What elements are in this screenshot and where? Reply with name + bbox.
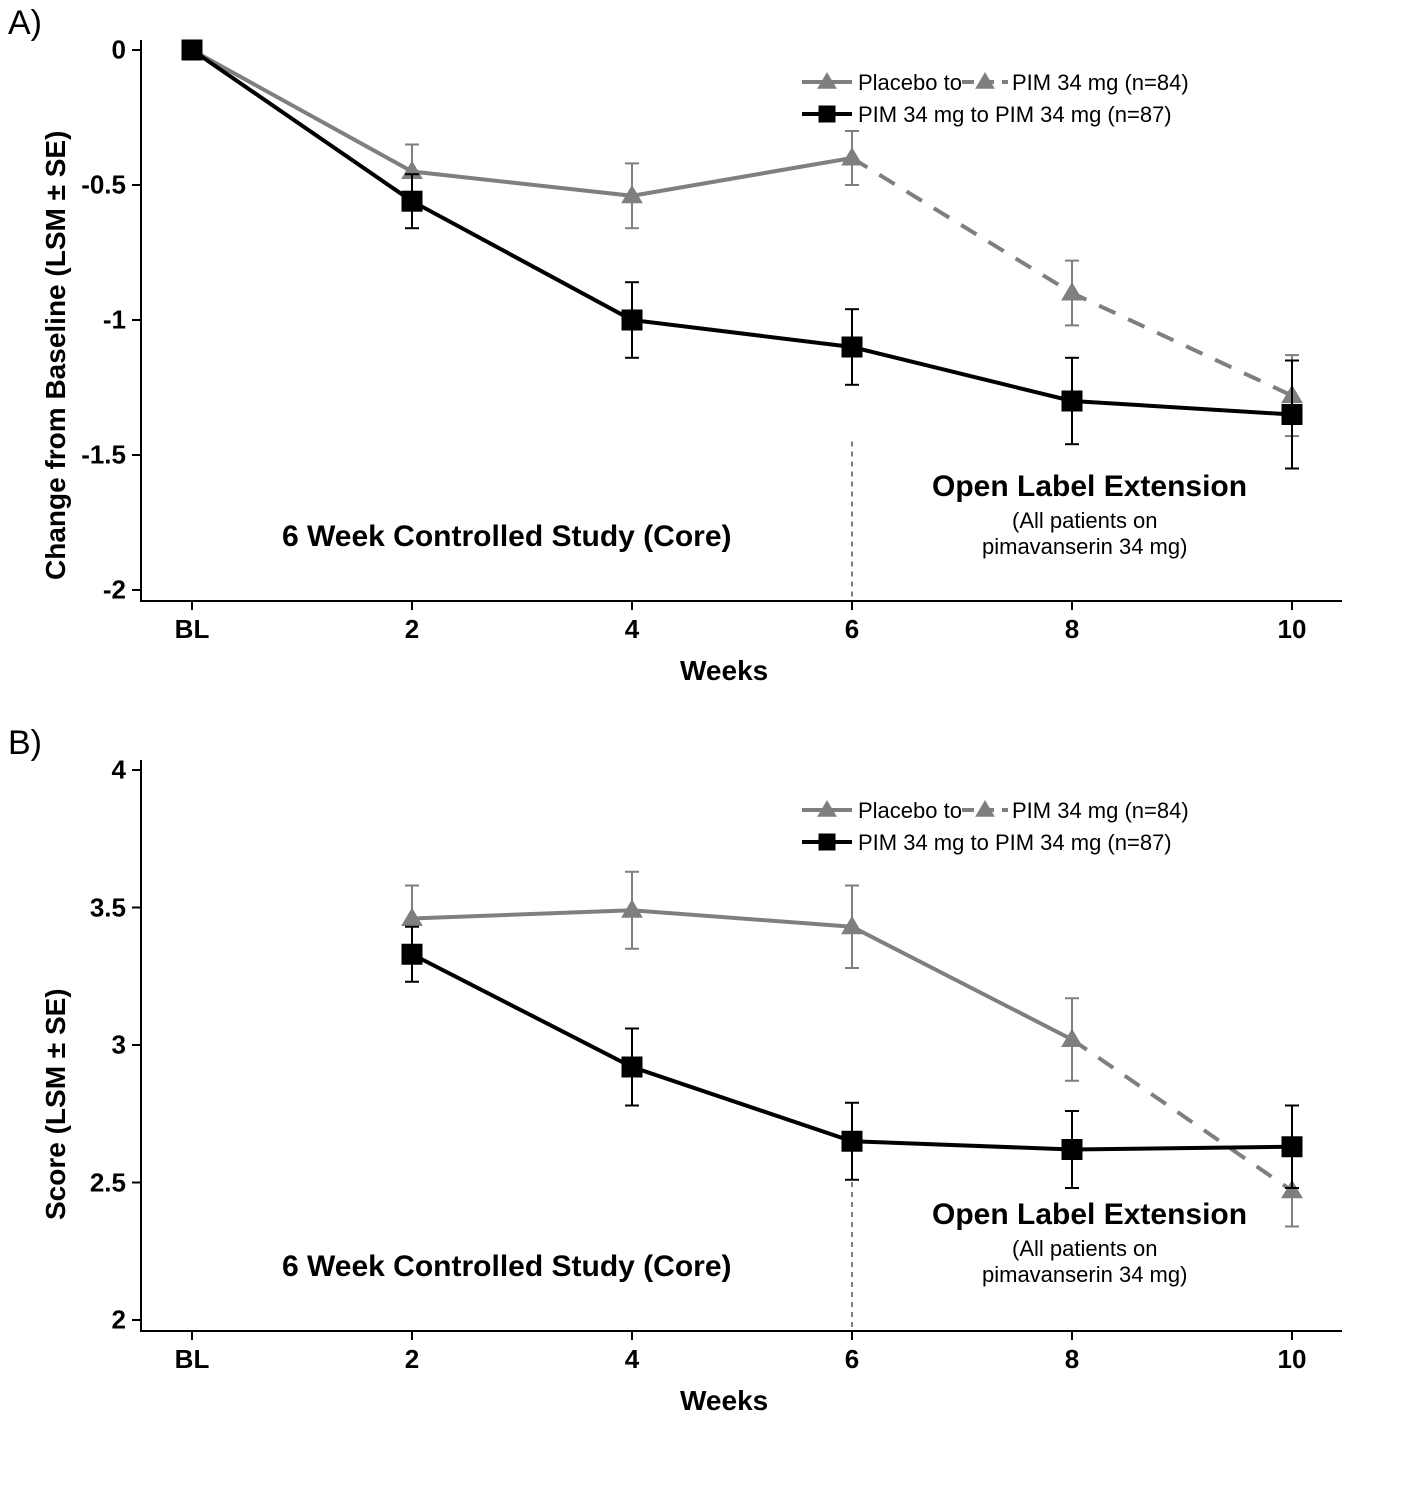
- ytick-label: -1: [46, 305, 126, 336]
- panel-a-xlabel: Weeks: [680, 655, 768, 687]
- xtick-label: 10: [1278, 614, 1307, 645]
- xtick-label: 4: [625, 614, 639, 645]
- legend-a-row1-pre: Placebo to: [858, 70, 962, 96]
- xtick-label: 6: [845, 1344, 859, 1375]
- xtick-label: 4: [625, 1344, 639, 1375]
- ytick-label: 4: [46, 755, 126, 786]
- xtick-label: 8: [1065, 1344, 1079, 1375]
- xtick-label: 10: [1278, 1344, 1307, 1375]
- legend-b-row2: PIM 34 mg to PIM 34 mg (n=87): [858, 830, 1172, 856]
- legend-b-row1-pre: Placebo to: [858, 798, 962, 824]
- xtick-label: 6: [845, 614, 859, 645]
- panel-b-xlabel: Weeks: [680, 1385, 768, 1417]
- phase-ole-sub2-b: pimavanserin 34 mg): [982, 1262, 1187, 1288]
- figure-container: A) Change from Baseline (LSM ± SE) 0-0.5…: [0, 0, 1425, 1500]
- ytick-label: -1.5: [46, 440, 126, 471]
- ytick-label: 0: [46, 35, 126, 66]
- phase-core-label-a: 6 Week Controlled Study (Core): [282, 520, 732, 554]
- ytick-label: 2: [46, 1305, 126, 1336]
- ytick-label: 3: [46, 1030, 126, 1061]
- xtick-label: 8: [1065, 614, 1079, 645]
- xtick-label: 2: [405, 614, 419, 645]
- ytick-label: 3.5: [46, 892, 126, 923]
- xtick-label: BL: [175, 614, 210, 645]
- panel-b-plot: 43.532.52 BL246810 6 Week Controlled Stu…: [140, 760, 1342, 1332]
- ytick-label: -2: [46, 575, 126, 606]
- phase-core-label-b: 6 Week Controlled Study (Core): [282, 1250, 732, 1284]
- ytick-label: -0.5: [46, 170, 126, 201]
- panel-a: A) Change from Baseline (LSM ± SE) 0-0.5…: [0, 0, 1425, 720]
- panel-b-label: B): [8, 724, 42, 763]
- phase-ole-sub1-b: (All patients on: [1012, 1236, 1158, 1262]
- ytick-label: 2.5: [46, 1167, 126, 1198]
- xtick-label: BL: [175, 1344, 210, 1375]
- legend-b-row1-post: PIM 34 mg (n=84): [1012, 798, 1189, 824]
- panel-b: B) Score (LSM ± SE) 43.532.52 BL246810 6…: [0, 720, 1425, 1500]
- legend-a-row1-post: PIM 34 mg (n=84): [1012, 70, 1189, 96]
- panel-a-plot: 0-0.5-1-1.5-2 BL246810 6 Week Controlled…: [140, 40, 1342, 602]
- phase-ole-title-a: Open Label Extension: [932, 470, 1247, 504]
- legend-a-row2: PIM 34 mg to PIM 34 mg (n=87): [858, 102, 1172, 128]
- phase-ole-sub2-a: pimavanserin 34 mg): [982, 534, 1187, 560]
- phase-ole-title-b: Open Label Extension: [932, 1198, 1247, 1232]
- xtick-label: 2: [405, 1344, 419, 1375]
- phase-ole-sub1-a: (All patients on: [1012, 508, 1158, 534]
- panel-a-label: A): [8, 4, 42, 43]
